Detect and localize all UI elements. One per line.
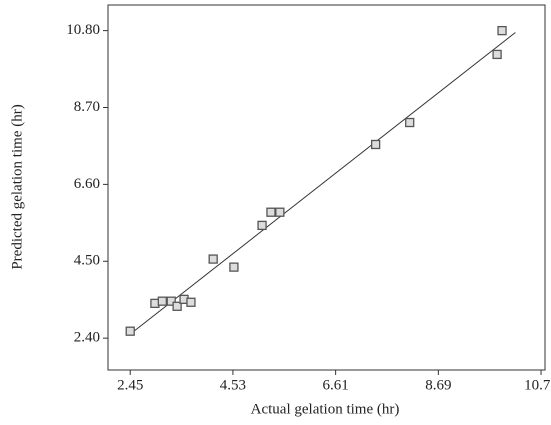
point	[370, 139, 381, 150]
point	[257, 220, 267, 231]
y-tick-label: 8.70	[74, 99, 100, 115]
x-tick-label: 6.61	[323, 377, 349, 393]
point	[497, 25, 507, 36]
y-tick-label: 4.50	[74, 253, 100, 269]
point	[125, 326, 135, 336]
point	[157, 296, 167, 306]
point	[172, 301, 182, 311]
plot-frame	[107, 4, 546, 371]
y-axis-label: Predicted gelation time (hr)	[9, 104, 25, 269]
point	[266, 207, 276, 217]
y-tick-label: 6.60	[74, 176, 100, 192]
point	[208, 254, 218, 264]
point	[229, 262, 239, 272]
trend-line	[129, 32, 516, 335]
point	[166, 296, 176, 306]
x-axis-label: Actual gelation time (hr)	[251, 401, 400, 417]
point	[405, 117, 415, 128]
point	[492, 49, 502, 60]
point	[275, 207, 285, 217]
point	[186, 297, 196, 307]
x-tick-label: 10.77	[524, 377, 551, 393]
x-tick-label: 4.53	[220, 377, 246, 393]
y-tick-label: 2.40	[74, 330, 100, 346]
x-tick-label: 2.45	[117, 377, 143, 393]
x-tick-label: 8.69	[425, 377, 451, 393]
y-tick-label: 10.80	[66, 22, 100, 38]
